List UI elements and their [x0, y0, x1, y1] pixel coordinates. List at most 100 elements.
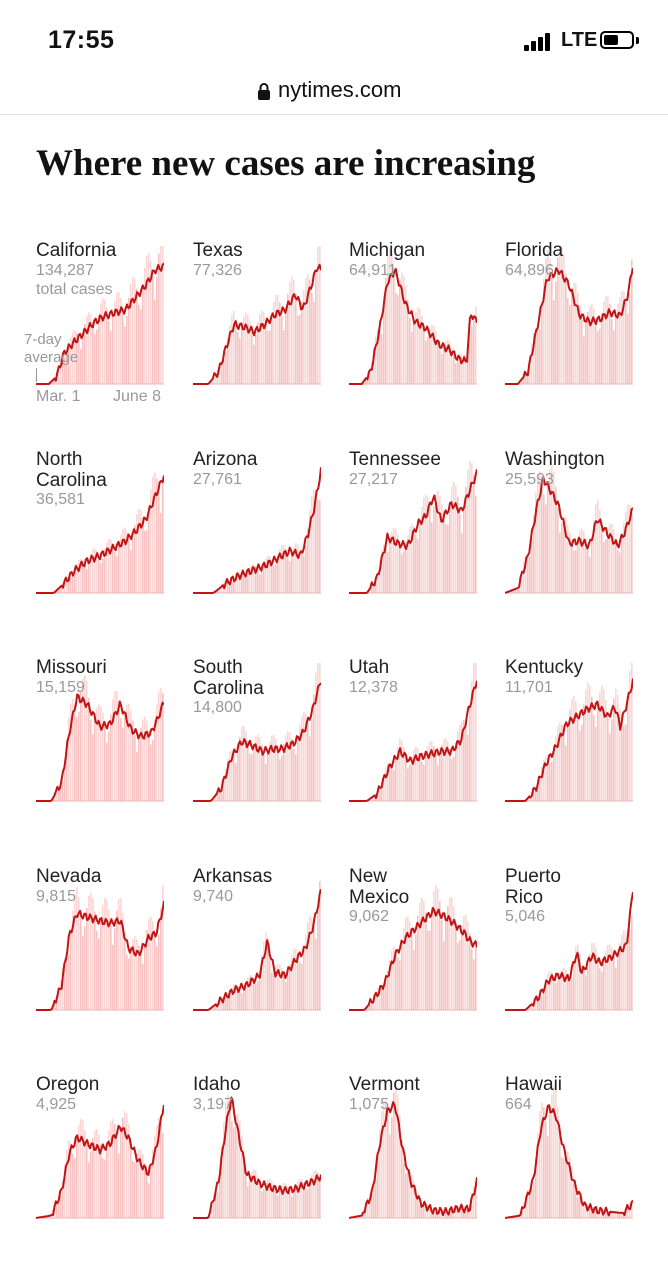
- daily-bar: [563, 254, 565, 384]
- daily-bar: [241, 1135, 243, 1218]
- daily-bar: [621, 291, 623, 384]
- daily-bar: [525, 556, 527, 593]
- daily-bar: [273, 566, 275, 593]
- daily-bar: [393, 769, 395, 801]
- x-axis-end-date: June 8: [113, 388, 162, 405]
- daily-bar: [279, 302, 281, 384]
- daily-bar: [539, 328, 541, 384]
- daily-bar: [383, 306, 385, 384]
- daily-bar: [603, 541, 605, 593]
- daily-bar: [245, 576, 247, 593]
- daily-bar: [309, 510, 311, 593]
- daily-bar: [545, 1120, 547, 1218]
- daily-bar: [78, 559, 80, 593]
- daily-bar: [253, 563, 255, 593]
- daily-bar: [160, 687, 162, 801]
- daily-bar: [391, 531, 393, 593]
- daily-bar: [381, 333, 383, 384]
- daily-bar: [227, 582, 229, 593]
- daily-bar: [269, 741, 271, 801]
- daily-bar: [541, 476, 543, 593]
- daily-bar: [263, 754, 265, 801]
- daily-bar: [535, 328, 537, 384]
- daily-bar: [227, 1095, 229, 1218]
- status-bar: 17:55 LTE: [0, 0, 668, 78]
- daily-bar: [385, 277, 387, 384]
- daily-bar: [130, 946, 132, 1010]
- daily-bar: [156, 1124, 158, 1218]
- daily-bar: [223, 779, 225, 801]
- daily-bar: [565, 970, 567, 1010]
- daily-bar: [429, 930, 431, 1010]
- daily-bar: [88, 1162, 90, 1218]
- daily-bar: [461, 721, 463, 801]
- daily-bar: [423, 497, 425, 593]
- daily-bar: [96, 550, 98, 593]
- daily-bar: [591, 538, 593, 593]
- state-chart: [36, 885, 164, 1011]
- daily-bar: [399, 543, 401, 593]
- url-text[interactable]: nytimes.com: [278, 77, 402, 102]
- daily-bar: [239, 989, 241, 1010]
- daily-bar: [90, 892, 92, 1010]
- daily-bar: [124, 932, 126, 1010]
- daily-bar: [311, 719, 313, 801]
- daily-bar: [463, 509, 465, 593]
- daily-bar: [255, 983, 257, 1010]
- daily-bar: [609, 523, 611, 593]
- daily-bar: [136, 288, 138, 384]
- daily-bar: [245, 730, 247, 801]
- daily-bar: [561, 1157, 563, 1218]
- daily-bar: [70, 577, 72, 593]
- daily-bar: [457, 360, 459, 384]
- address-bar[interactable]: nytimes.com: [0, 74, 668, 115]
- daily-bar: [309, 1181, 311, 1218]
- daily-bar: [299, 314, 301, 384]
- daily-bar: [94, 548, 96, 593]
- daily-bar: [215, 1003, 217, 1010]
- daily-bar: [575, 1190, 577, 1218]
- daily-bar: [142, 963, 144, 1010]
- total-cases-value: 4,925: [36, 1096, 77, 1113]
- daily-bar: [539, 775, 541, 801]
- daily-bar: [104, 725, 106, 801]
- daily-bar: [445, 341, 447, 384]
- daily-bar: [120, 298, 122, 384]
- daily-bar: [277, 747, 279, 801]
- daily-bar: [559, 532, 561, 593]
- daily-bar: [531, 1189, 533, 1218]
- daily-bar: [545, 981, 547, 1010]
- daily-bar: [86, 315, 88, 384]
- daily-bar: [375, 579, 377, 593]
- daily-bar: [112, 699, 114, 801]
- total-cases-value: 3,197: [193, 1096, 234, 1113]
- daily-bar: [106, 1142, 108, 1218]
- total-cases-value: 9,740: [193, 888, 234, 905]
- daily-bar: [473, 959, 475, 1010]
- daily-bar: [211, 379, 213, 384]
- daily-bar: [465, 1209, 467, 1218]
- daily-bar: [439, 1209, 441, 1218]
- daily-bar: [615, 315, 617, 384]
- daily-bar: [285, 1183, 287, 1218]
- daily-bar: [72, 699, 74, 801]
- daily-bar: [140, 1149, 142, 1218]
- daily-bar: [413, 1181, 415, 1218]
- daily-bar: [255, 1170, 257, 1218]
- daily-bar: [531, 1002, 533, 1010]
- daily-bar: [371, 1190, 373, 1218]
- daily-bar: [601, 1209, 603, 1218]
- daily-bar: [527, 556, 529, 593]
- state-name: Puerto Rico: [505, 866, 561, 908]
- daily-bar: [148, 730, 150, 801]
- daily-bar: [259, 574, 261, 593]
- daily-bar: [577, 713, 579, 801]
- daily-bar: [403, 927, 405, 1010]
- daily-case-bars: [367, 461, 477, 593]
- daily-bar: [291, 738, 293, 801]
- seven-day-average-line: [505, 476, 633, 594]
- daily-bar: [311, 917, 313, 1010]
- daily-bar: [114, 1124, 116, 1218]
- daily-bar: [269, 330, 271, 384]
- daily-bar: [241, 726, 243, 801]
